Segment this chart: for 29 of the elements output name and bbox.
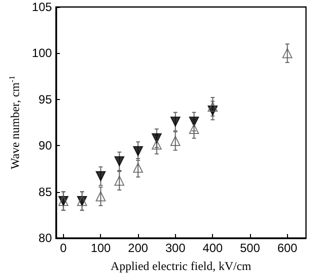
x-tick-label: 600 [277, 241, 298, 255]
point [189, 124, 200, 134]
y-tick-label: 80 [38, 231, 52, 245]
y-tick-label: 90 [38, 138, 52, 153]
y-tick-label: 85 [38, 184, 52, 199]
point [152, 140, 162, 150]
point [96, 171, 106, 182]
point [152, 133, 162, 144]
point [189, 116, 200, 127]
x-axis-title: Applied electric field, kV/cm [110, 259, 252, 273]
x-tick-label: 300 [165, 241, 186, 255]
point [114, 176, 124, 186]
y-axis-title: Wave number, cm-1 [8, 76, 22, 170]
x-tick-label: 500 [240, 241, 260, 255]
point [96, 191, 106, 202]
x-tick-label: 0 [60, 241, 68, 255]
y-tick-label: 105 [32, 0, 52, 14]
point [170, 136, 180, 146]
point [133, 162, 144, 173]
point [170, 116, 180, 127]
x-tick-label: 400 [202, 241, 224, 255]
point [114, 156, 124, 166]
point [208, 102, 218, 112]
point [133, 146, 144, 156]
y-tick-label: 100 [32, 46, 52, 60]
point [282, 48, 292, 58]
x-tick-label: 200 [128, 241, 148, 255]
y-tick-label: 95 [38, 92, 52, 106]
x-tick-label: 100 [90, 241, 112, 255]
